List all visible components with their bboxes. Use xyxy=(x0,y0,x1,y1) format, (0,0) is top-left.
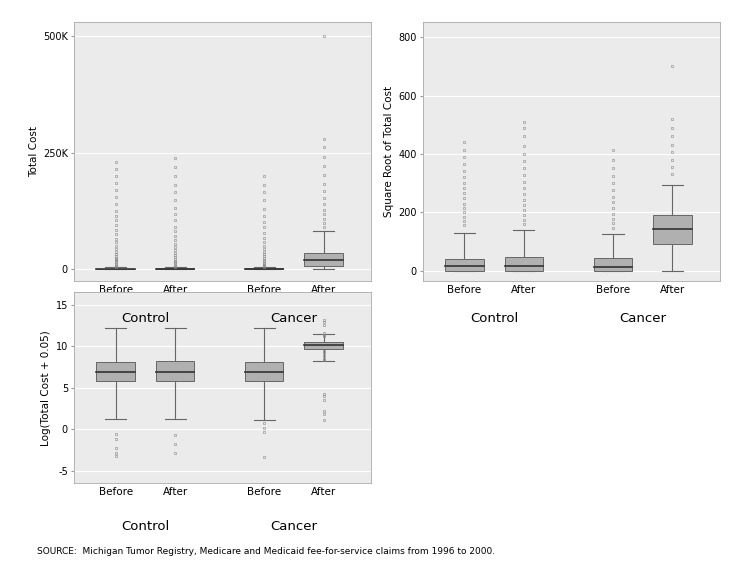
Bar xyxy=(445,259,484,271)
Bar xyxy=(156,361,194,381)
Y-axis label: Total Cost: Total Cost xyxy=(29,126,39,177)
Bar xyxy=(594,257,632,271)
Bar xyxy=(245,362,283,381)
Text: SOURCE:  Michigan Tumor Registry, Medicare and Medicaid fee-for-service claims f: SOURCE: Michigan Tumor Registry, Medicar… xyxy=(37,547,495,556)
Text: Cancer: Cancer xyxy=(270,520,318,533)
Bar xyxy=(653,215,692,244)
Bar xyxy=(505,257,543,271)
Text: Cancer: Cancer xyxy=(270,312,318,325)
Text: Control: Control xyxy=(470,312,519,325)
Bar xyxy=(304,252,343,266)
Y-axis label: Log(Total Cost + 0.05): Log(Total Cost + 0.05) xyxy=(42,330,51,446)
Text: Control: Control xyxy=(121,520,170,533)
Y-axis label: Square Root of Total Cost: Square Root of Total Cost xyxy=(384,86,394,217)
Text: Control: Control xyxy=(121,312,170,325)
Bar xyxy=(96,362,135,381)
Text: Cancer: Cancer xyxy=(619,312,666,325)
Bar xyxy=(304,342,343,349)
Bar xyxy=(156,268,194,269)
